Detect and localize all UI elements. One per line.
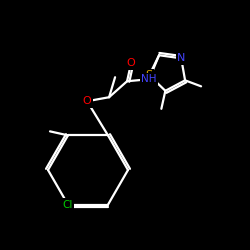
Text: N: N	[177, 53, 186, 63]
Text: O: O	[127, 58, 136, 68]
Text: Cl: Cl	[63, 200, 73, 210]
Text: NH: NH	[141, 74, 157, 84]
Text: O: O	[83, 96, 92, 106]
Text: S: S	[146, 70, 153, 80]
